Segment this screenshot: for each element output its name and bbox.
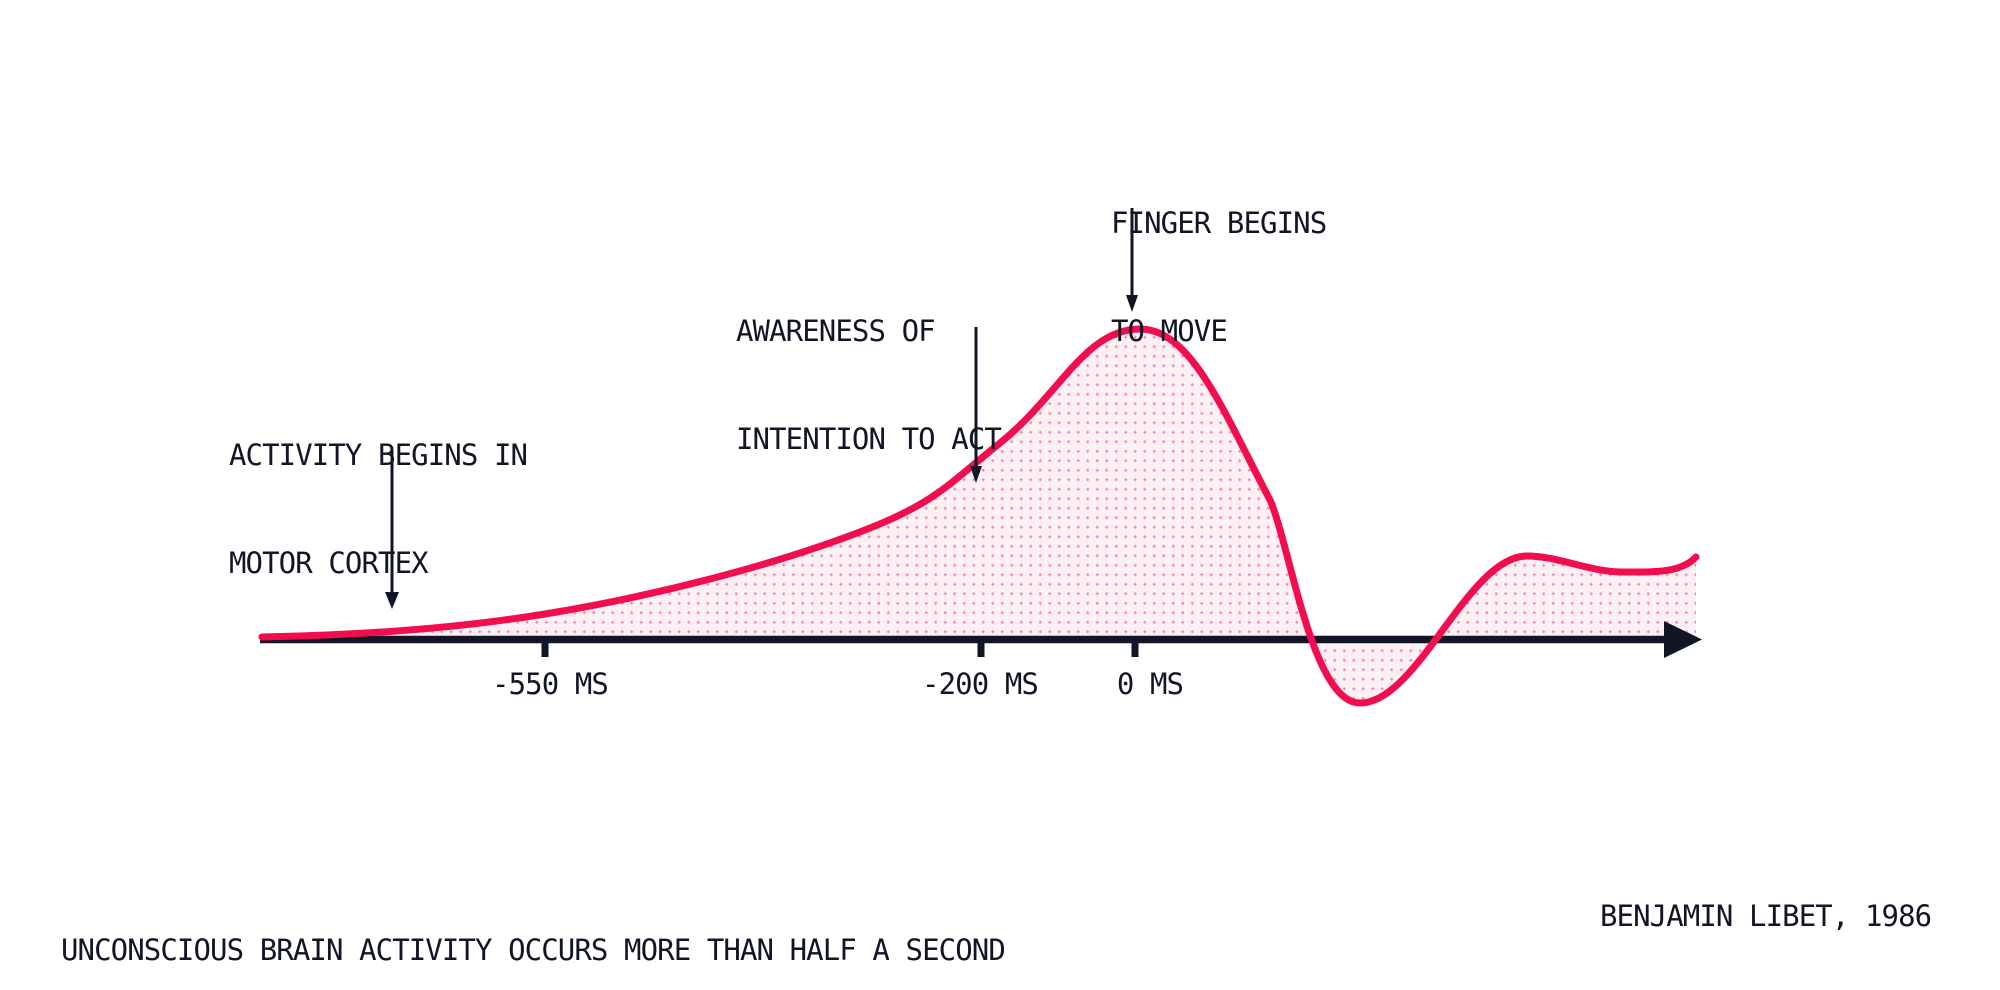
attribution: BENJAMIN LIBET, 1986 — [1600, 899, 1932, 933]
caption-line: UNCONSCIOUS BRAIN ACTIVITY OCCURS MORE T… — [61, 933, 1006, 967]
caption: UNCONSCIOUS BRAIN ACTIVITY OCCURS MORE T… — [61, 845, 1006, 990]
annotation-motor-cortex: ACTIVITY BEGINS IN MOTOR CORTEX — [229, 365, 528, 653]
annotation-awareness: AWARENESS OF INTENTION TO ACT — [736, 241, 1002, 529]
annotation-line: INTENTION TO ACT — [736, 422, 1002, 456]
annotation-arrow-awareness — [970, 327, 982, 483]
readiness-curve — [258, 325, 1700, 707]
axis-arrowhead-icon — [1664, 621, 1702, 658]
arrow-down-icon — [385, 592, 399, 609]
annotation-line: TO MOVE — [1111, 314, 1228, 348]
curve-area-fill — [262, 329, 1696, 703]
arrow-down-icon — [970, 466, 982, 483]
tick-label-zero: 0 MS — [1116, 667, 1184, 701]
annotation-line: FINGER BEGINS — [1111, 206, 1327, 240]
arrow-down-icon — [1126, 295, 1138, 312]
tick-label-minus-200: -200 MS — [922, 667, 1039, 701]
annotation-finger-moves: FINGER BEGINS TO MOVE — [1111, 133, 1327, 421]
tick-label-minus-550: -550 MS — [492, 667, 609, 701]
annotation-line: ACTIVITY BEGINS IN — [229, 438, 528, 472]
annotation-line: MOTOR CORTEX — [229, 546, 429, 580]
annotation-line: AWARENESS OF — [736, 314, 936, 348]
annotation-arrow-motor — [385, 450, 399, 609]
annotation-arrow-finger — [1126, 208, 1138, 312]
